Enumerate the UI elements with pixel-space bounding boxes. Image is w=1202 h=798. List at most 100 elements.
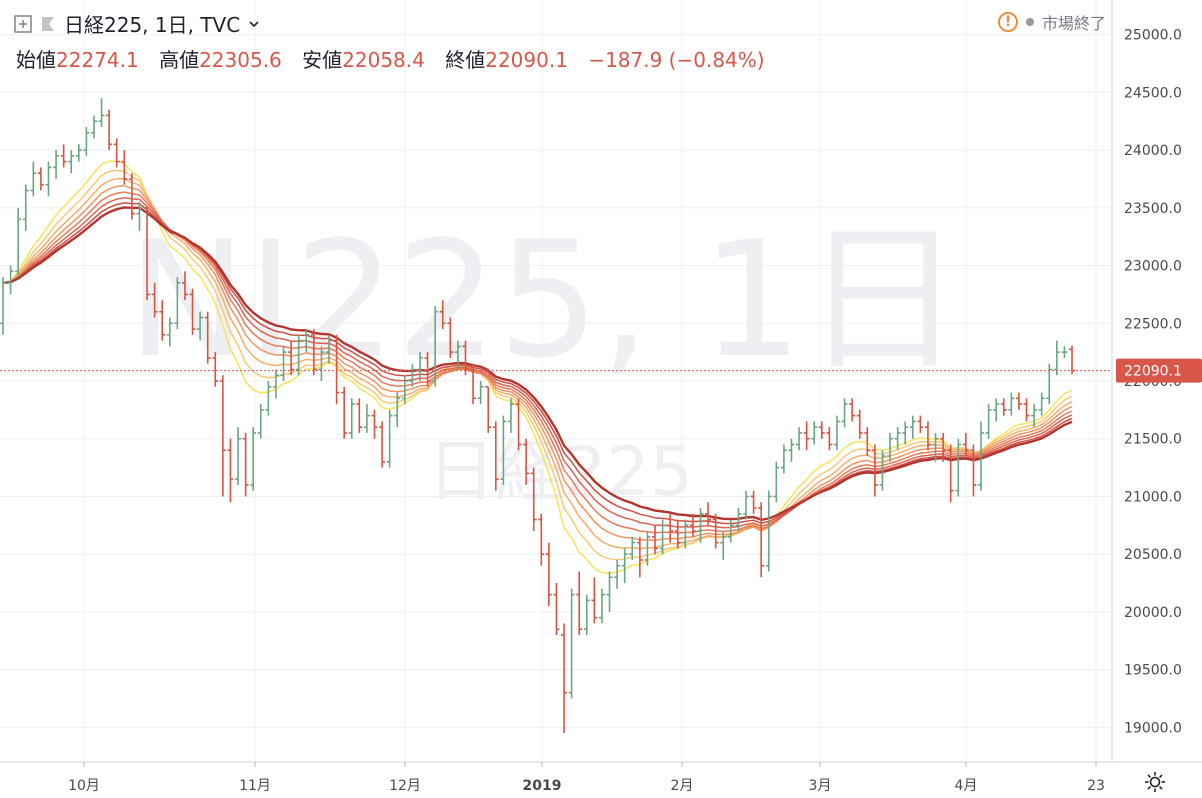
ohlc-bar [250, 427, 257, 491]
ohlc-bar [947, 444, 954, 503]
ohlc-bar [181, 271, 188, 301]
ohlc-bar [348, 398, 355, 439]
ohlc-bar [849, 398, 856, 422]
ohlc-bar [1046, 363, 1053, 405]
ohlc-bar [356, 398, 363, 433]
ohlc-bar [856, 409, 863, 439]
ohlc-bar [272, 369, 279, 399]
ohlc-bar [1015, 392, 1022, 410]
ema-line-21 [2, 184, 1073, 542]
time-tick-label: 3月 [809, 778, 832, 794]
ohlc-bar [553, 583, 560, 635]
ohlc-bar [712, 513, 719, 549]
ohlc-bar [985, 404, 992, 439]
ohlc-bar [871, 444, 878, 497]
ohlc-bar [0, 277, 6, 335]
ohlc-bar [644, 531, 651, 566]
ohlc-bar [940, 432, 947, 462]
market-status-text: 市場終了 [1041, 14, 1106, 33]
ohlc-bar [697, 508, 704, 543]
price-tick-label: 21000.0 [1124, 489, 1182, 505]
ohlc-bar [583, 594, 590, 635]
ohlc-bar [758, 502, 765, 578]
price-tick-label: 20000.0 [1124, 605, 1182, 621]
ohlc-bar [803, 421, 810, 451]
ohlc-bar [636, 536, 643, 578]
ohlc-bar [15, 207, 22, 278]
ohlc-bar [197, 311, 204, 341]
ohlc-bar [568, 588, 575, 699]
ohlc-bar [219, 375, 226, 497]
ohlc-bar [887, 432, 894, 462]
ohlc-bar [773, 461, 780, 503]
ohlc-bar [614, 559, 621, 589]
ohlc-bar [409, 363, 416, 387]
time-tick-label: 2019 [523, 778, 562, 794]
ohlc-bar [439, 300, 446, 330]
time-tick-label: 23 [1087, 778, 1105, 794]
ohlc-bar [106, 109, 113, 151]
ohlc-bar [538, 513, 545, 566]
ohlc-bar [401, 375, 408, 405]
ohlc-bar [68, 150, 75, 174]
ohlc-bar [864, 427, 871, 457]
status-dot-icon [1025, 18, 1034, 26]
collapse-icon[interactable] [14, 14, 32, 33]
grid-lines [0, 0, 1112, 762]
market-status: ! 市場終了 [997, 10, 1106, 34]
ohlc-bar [689, 513, 696, 537]
price-tick-label: 24500.0 [1124, 85, 1182, 101]
ohlc-bar [136, 202, 143, 231]
ohlc-bar [447, 317, 454, 358]
ohlc-bar [212, 352, 219, 387]
price-tick-label: 24000.0 [1124, 143, 1182, 159]
ohlc-bar [98, 98, 105, 127]
ohlc-bar [416, 352, 423, 381]
ohlc-bar [993, 398, 1000, 422]
ohlc-bar [523, 438, 530, 485]
ohlc-bar [1031, 404, 1038, 428]
ohlc-bar [667, 513, 674, 543]
high-label: 高値 [159, 48, 200, 72]
ohlc-bar [879, 450, 886, 491]
time-axis[interactable]: 10月 11月 12月 2019 2月 3月 4月 23 [68, 762, 1105, 794]
ohlc-bar [60, 144, 67, 168]
ohlc-bar [902, 421, 909, 445]
ohlc-bar [652, 525, 659, 555]
ohlc-bar [326, 334, 333, 364]
ohlc-bar [978, 421, 985, 491]
ohlc-bar [1069, 345, 1075, 375]
ohlc-bar [932, 432, 939, 462]
last-price-text: 22090.1 [1124, 364, 1182, 380]
chart-header: 日経225, 1日, TVC 始値22274.1 高値22305.6 安値220… [0, 0, 1112, 80]
flag-icon[interactable] [40, 15, 56, 33]
ohlc-bar [371, 409, 378, 439]
ohlc-bar [598, 588, 605, 624]
ohlc-bar [462, 340, 469, 376]
symbol-title[interactable]: 日経225, 1日, TVC [64, 13, 241, 37]
ema-line-33 [2, 206, 1073, 522]
ema-line-15 [2, 169, 1073, 561]
ohlc-bar [1023, 398, 1030, 422]
settings-gear-icon[interactable] [1144, 771, 1166, 793]
ohlc-bar [1038, 392, 1045, 416]
ohlc-bar [1053, 340, 1060, 376]
ohlc-bar [500, 415, 507, 485]
ohlc-bar [151, 282, 158, 318]
open-label: 始値 [16, 48, 56, 72]
ohlc-bar [75, 144, 82, 162]
chevron-down-icon[interactable] [248, 18, 260, 30]
warning-icon[interactable]: ! [997, 12, 1018, 32]
price-tick-label: 19000.0 [1124, 720, 1182, 736]
ohlc-bar [750, 490, 757, 514]
price-tick-label: 23000.0 [1124, 259, 1182, 275]
ohlc-bar [561, 623, 568, 734]
price-tick-label: 23500.0 [1124, 201, 1182, 217]
ema-ribbon [2, 160, 1073, 574]
time-tick-label: 12月 [389, 778, 421, 794]
ohlc-bar [341, 386, 348, 439]
ohlc-bar [121, 150, 128, 185]
ohlc-bar [507, 398, 514, 433]
ohlc-bar [909, 415, 916, 439]
